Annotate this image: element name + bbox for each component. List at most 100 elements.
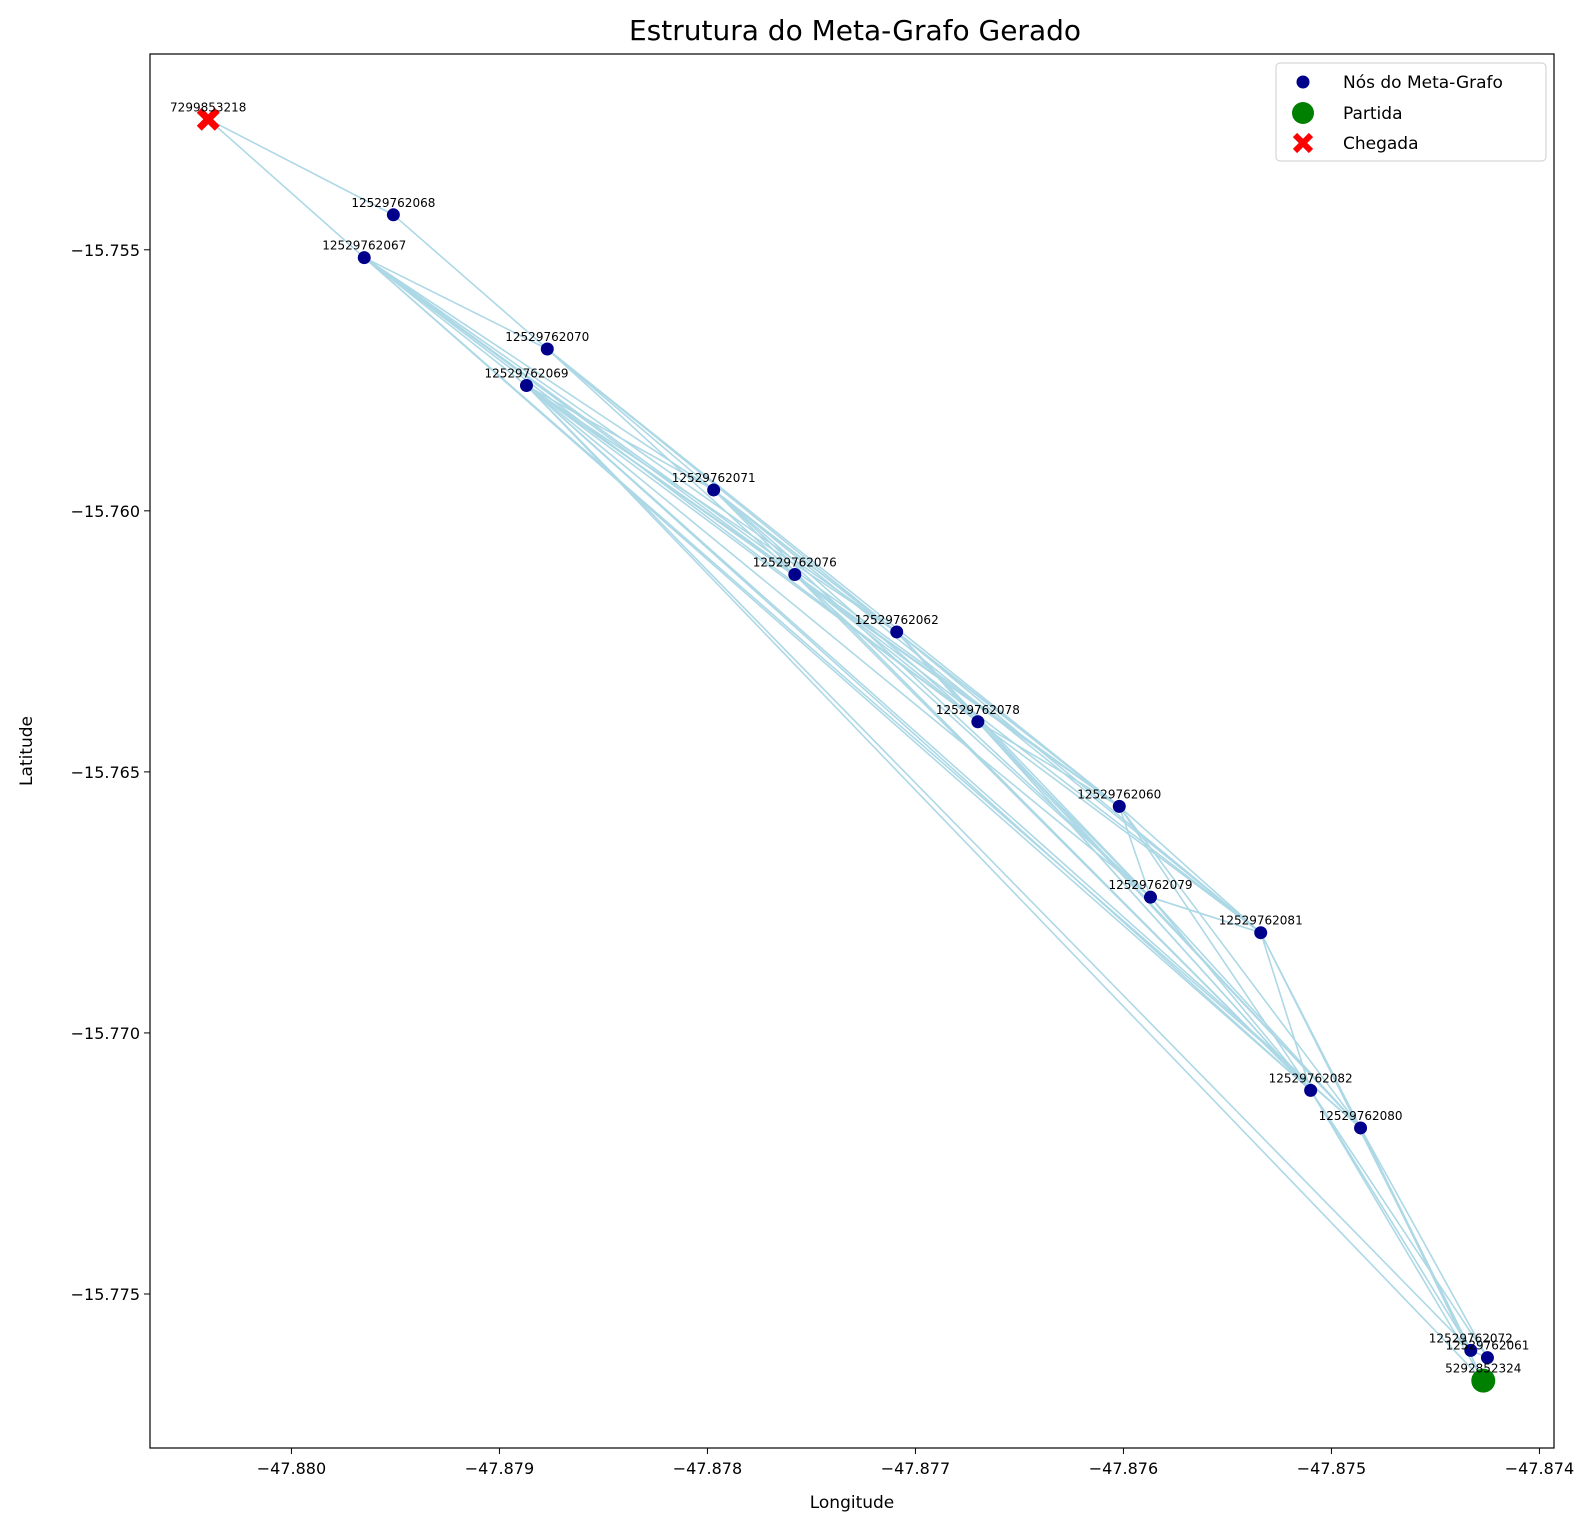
y-tick-label: −15.770 <box>71 1024 140 1043</box>
node-label: 12529762081 <box>1219 914 1303 928</box>
node-label: 12529762082 <box>1269 1071 1353 1085</box>
node-label: 12529762062 <box>855 613 939 627</box>
graph-edge <box>794 573 979 723</box>
graph-edge <box>546 348 1120 807</box>
graph-edge <box>977 721 1152 898</box>
graph-node <box>357 251 371 265</box>
x-axis-ticks: −47.880 −47.879 −47.878 −47.877 −47.876 −47.8… <box>257 1448 1574 1478</box>
edges-layer <box>207 118 1489 1382</box>
graph-edge <box>526 384 898 633</box>
x-tick-label: −47.874 <box>1505 1459 1574 1478</box>
graph-edge <box>546 348 715 491</box>
x-tick-label: −47.876 <box>1089 1459 1158 1478</box>
node-label: 12529762069 <box>484 367 568 381</box>
graph-edge <box>1259 932 1312 1091</box>
y-axis-label: Latitude <box>17 716 37 786</box>
y-tick-label: −15.765 <box>71 763 140 782</box>
graph-node <box>788 568 802 582</box>
graph-edge <box>1118 806 1152 898</box>
y-axis-ticks: −15.755 −15.760 −15.765 −15.770 −15.775 <box>71 241 150 1304</box>
graph-edge <box>1260 932 1472 1351</box>
graph-edge <box>525 384 1151 898</box>
graph-edge <box>363 257 1362 1129</box>
graph-edge <box>526 384 715 491</box>
graph-edge <box>363 256 1120 807</box>
x-tick-label: −47.880 <box>257 1459 326 1478</box>
node-label: 12529762061 <box>1445 1339 1529 1353</box>
graph-edge <box>1118 805 1312 1091</box>
graph-edge <box>713 489 1152 898</box>
graph-node <box>971 715 985 729</box>
graph-edge <box>977 721 1262 934</box>
graph-node <box>519 379 533 393</box>
graph-edge <box>207 118 394 216</box>
y-tick-label: −15.755 <box>71 241 140 260</box>
node-label: 12529762079 <box>1108 878 1192 892</box>
start-node <box>1471 1368 1496 1393</box>
node-label: 12529762067 <box>322 239 406 253</box>
node-label: 12529762070 <box>505 330 589 344</box>
legend-end-cross <box>1292 132 1314 154</box>
graph-edge <box>1359 1127 1489 1359</box>
graph-node <box>1304 1083 1318 1097</box>
graph-edge <box>794 573 1152 898</box>
graph-edge <box>363 256 715 491</box>
x-tick-label: −47.875 <box>1297 1459 1366 1478</box>
graph-edge <box>794 573 1120 807</box>
legend-label-start: Partida <box>1343 104 1403 124</box>
node-label: 12529762078 <box>936 703 1020 717</box>
graph-edge <box>977 721 1362 1129</box>
graph-edge <box>977 721 1312 1091</box>
graph-node <box>707 483 721 497</box>
plot-frame <box>149 53 1555 1449</box>
y-tick-label: −15.775 <box>71 1285 140 1304</box>
node-label: 12529762071 <box>672 471 756 485</box>
graph-node <box>540 342 554 356</box>
graph-edge <box>1118 805 1262 934</box>
graph-edge <box>713 489 979 723</box>
graph-edge <box>1309 1089 1489 1359</box>
graph-edge <box>392 214 548 350</box>
legend-box <box>1275 62 1547 162</box>
end-node-label: 7299853218 <box>170 100 246 114</box>
graph-edge <box>1150 896 1261 934</box>
graph-node <box>1354 1121 1368 1135</box>
graph-node <box>1480 1351 1494 1365</box>
graph-edge <box>525 384 1484 1382</box>
legend: Nós do Meta-Grafo Partida Chegada <box>1275 62 1547 162</box>
legend-node-dot <box>1296 75 1310 89</box>
legend-label-nodes: Nós do Meta-Grafo <box>1343 73 1503 93</box>
chart-title: Estrutura do Meta-Grafo Gerado <box>629 14 1081 47</box>
node-label: 12529762076 <box>753 556 837 570</box>
graph-edge <box>1149 896 1312 1091</box>
graph-edge <box>794 573 1262 934</box>
graph-node <box>1112 799 1126 813</box>
graph-node <box>890 625 904 639</box>
graph-edge <box>794 573 1312 1091</box>
node-labels-layer: 12529762068 12529762067 12529762070 1252976… <box>170 100 1529 1375</box>
graph-edge <box>207 118 365 259</box>
legend-start-dot <box>1292 102 1314 124</box>
graph-edge <box>525 384 1362 1129</box>
graph-edge <box>363 256 548 350</box>
x-tick-label: −47.877 <box>881 1459 950 1478</box>
graph-edge <box>525 384 1312 1091</box>
graph-edge <box>363 256 979 723</box>
start-node-label: 5292852324 <box>1445 1362 1521 1376</box>
graph-edge <box>1149 896 1362 1129</box>
x-tick-label: −47.879 <box>465 1459 534 1478</box>
graph-node <box>1464 1343 1478 1357</box>
graph-edge <box>363 256 898 633</box>
graph-node <box>1143 890 1157 904</box>
graph-node <box>386 208 400 222</box>
node-label: 12529762068 <box>351 196 435 210</box>
graph-edge <box>1118 805 1362 1129</box>
graph-edge <box>1309 1089 1484 1382</box>
graph-edge <box>896 631 1120 807</box>
nodes-layer <box>196 107 1496 1393</box>
graph-node <box>1254 926 1268 940</box>
x-tick-label: −47.878 <box>673 1459 742 1478</box>
end-node <box>196 107 220 131</box>
